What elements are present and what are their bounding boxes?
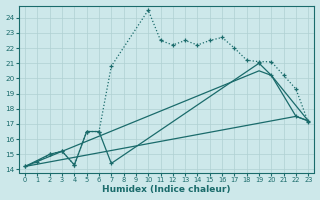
X-axis label: Humidex (Indice chaleur): Humidex (Indice chaleur): [102, 185, 231, 194]
